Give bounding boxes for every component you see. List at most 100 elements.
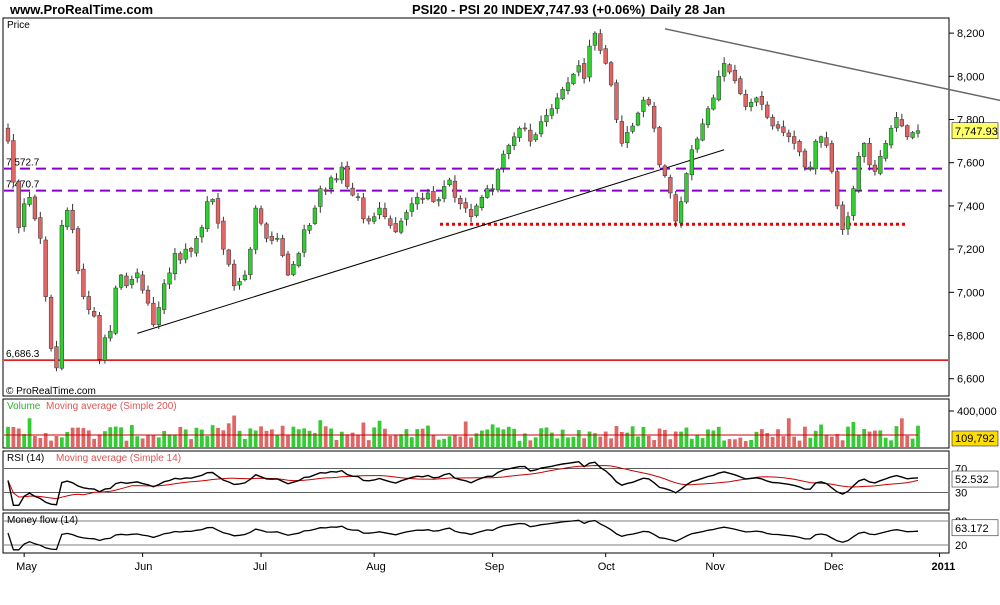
- volume-bar: [566, 437, 570, 447]
- volume-bar: [129, 425, 134, 447]
- volume-bar: [759, 429, 764, 447]
- volume-bar: [178, 426, 183, 447]
- volume-bar: [415, 429, 420, 447]
- candle-body: [905, 125, 910, 138]
- volume-bar: [356, 435, 360, 447]
- candle-body: [226, 249, 231, 265]
- candle-body: [302, 229, 307, 253]
- volume-bar: [409, 437, 414, 447]
- candle-body: [366, 218, 371, 222]
- candle-body: [210, 199, 215, 203]
- price-axis-label: 7,600: [957, 158, 985, 170]
- volume-bar: [189, 439, 193, 447]
- volume-bar: [474, 433, 479, 447]
- candle-body: [398, 220, 404, 233]
- time-axis-label: Oct: [598, 561, 615, 573]
- candle-body: [404, 212, 409, 220]
- volume-bar: [243, 439, 247, 447]
- volume-bar: [523, 433, 527, 447]
- money-flow-panel-title: Money flow (14): [7, 515, 78, 526]
- time-axis-label: Aug: [366, 561, 386, 573]
- time-axis-label: 2011: [932, 561, 956, 573]
- volume-bar: [264, 430, 269, 447]
- volume-bar: [873, 430, 877, 447]
- candle-body: [269, 236, 274, 241]
- volume-bar: [496, 427, 500, 447]
- volume-bar: [43, 433, 48, 447]
- support-trendline: [137, 149, 725, 334]
- candle-body: [722, 63, 727, 77]
- candle-body: [711, 97, 716, 110]
- volume-bar: [641, 426, 646, 447]
- volume-bar: [151, 435, 156, 447]
- candle-body: [431, 190, 436, 202]
- candle-body: [167, 272, 172, 285]
- volume-bar: [103, 431, 107, 447]
- volume-bar: [539, 428, 543, 447]
- candle-body: [587, 45, 592, 78]
- volume-bar: [652, 440, 657, 447]
- volume-bar: [442, 438, 447, 447]
- volume-bar: [140, 438, 145, 447]
- time-axis-label: Dec: [824, 561, 844, 573]
- candle-body: [775, 124, 781, 129]
- volume-bar: [302, 428, 307, 447]
- rsi-ma-line: [7, 464, 919, 500]
- volume-bar: [275, 435, 280, 447]
- volume-bar: [878, 430, 883, 447]
- candle-body: [183, 248, 188, 260]
- candle-body: [425, 192, 431, 200]
- candle-body: [851, 188, 856, 216]
- candle-body: [43, 239, 48, 297]
- volume-bar: [533, 437, 538, 447]
- rsi-line: [7, 460, 919, 506]
- volume-last-tag: [951, 430, 999, 447]
- volume-bar: [183, 429, 188, 447]
- rsi-panel-title: RSI (14): [7, 453, 44, 464]
- volume-bar: [657, 428, 662, 447]
- volume-bar: [70, 427, 75, 447]
- candle-body: [75, 228, 81, 271]
- candle-body: [619, 121, 624, 144]
- last-price-header: 7,747.93 (+0.06%): [538, 2, 645, 17]
- candle-body: [16, 181, 21, 228]
- level-label: 6,686.3: [6, 349, 40, 360]
- volume-bar: [846, 426, 850, 447]
- volume-bar: [350, 432, 355, 447]
- volume-axis-label: 400,000: [957, 406, 997, 418]
- candle-body: [388, 218, 393, 226]
- volume-bar: [603, 431, 608, 447]
- candle-body: [447, 179, 452, 186]
- candle-body: [393, 223, 398, 233]
- volume-bar: [323, 426, 328, 447]
- candle-body: [296, 253, 301, 267]
- time-axis-label: Jul: [253, 561, 267, 573]
- candle-body: [862, 143, 867, 157]
- candle-body: [528, 129, 533, 142]
- volume-bar: [776, 429, 780, 447]
- candle-body: [571, 73, 576, 84]
- candle-body: [140, 274, 145, 291]
- candle-body: [156, 307, 161, 325]
- volume-bar: [544, 427, 549, 447]
- volume-bar: [738, 437, 743, 447]
- candle-body: [786, 132, 791, 138]
- volume-bar: [668, 439, 673, 447]
- volume-bar: [894, 426, 899, 447]
- price-axis-label: 7,200: [957, 244, 985, 256]
- candle-body: [662, 165, 668, 176]
- level-label: 7,470.7: [6, 180, 40, 191]
- candle-body: [307, 225, 312, 231]
- candle-body: [323, 189, 328, 192]
- price-axis-label: 6,600: [957, 374, 985, 386]
- candle-body: [700, 123, 705, 141]
- volume-bar: [706, 429, 710, 447]
- candle-body: [678, 201, 684, 224]
- candle-body: [65, 209, 70, 228]
- money-flow-series: [4, 519, 948, 551]
- volume-bar: [813, 430, 818, 447]
- candle-body: [592, 32, 598, 46]
- volume-bar: [431, 435, 436, 447]
- candle-body: [135, 272, 140, 279]
- volume-bar: [11, 426, 16, 447]
